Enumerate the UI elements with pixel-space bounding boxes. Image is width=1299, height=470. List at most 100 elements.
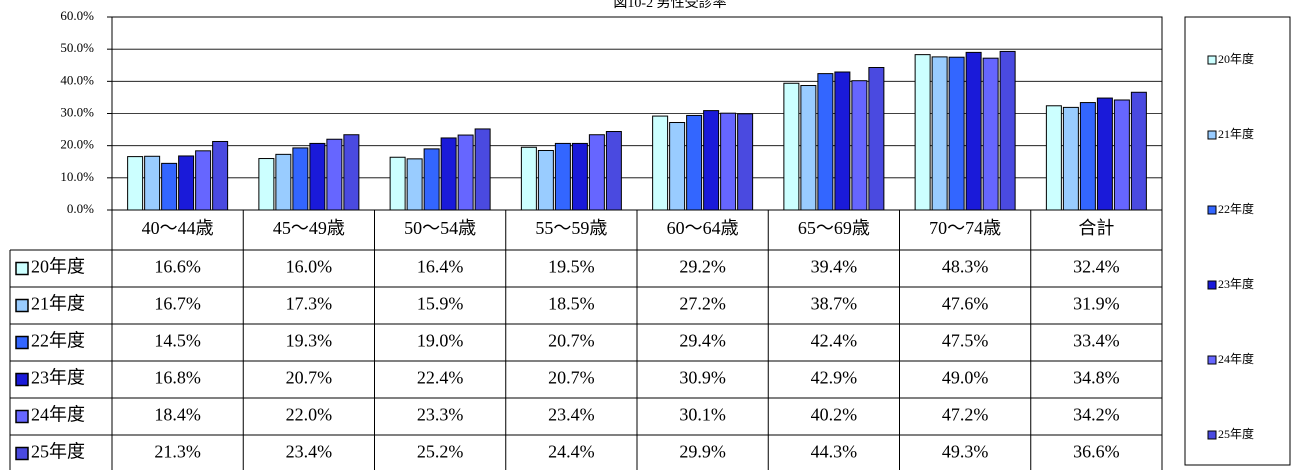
table-value: 25.2% bbox=[417, 442, 464, 462]
row-label: 22年度 bbox=[31, 331, 85, 351]
table-value: 22.0% bbox=[286, 405, 333, 425]
bar bbox=[686, 114, 703, 211]
y-tick-label: 20.0% bbox=[60, 137, 94, 152]
table-value: 47.5% bbox=[942, 331, 989, 351]
table-value: 33.4% bbox=[1073, 331, 1120, 351]
row-key bbox=[15, 446, 29, 461]
table-value: 31.9% bbox=[1073, 294, 1120, 314]
bar bbox=[389, 156, 406, 211]
legend-label: 23年度 bbox=[1218, 276, 1254, 291]
bar bbox=[195, 150, 212, 211]
bar bbox=[537, 149, 554, 211]
table-value: 42.9% bbox=[811, 368, 858, 388]
bar bbox=[1096, 97, 1113, 211]
bar bbox=[406, 158, 423, 211]
table-value: 29.4% bbox=[679, 331, 726, 351]
table-value: 48.3% bbox=[942, 257, 989, 277]
table-value: 21.3% bbox=[154, 442, 201, 462]
row-key bbox=[15, 372, 29, 387]
table-value: 23.4% bbox=[286, 442, 333, 462]
y-tick-label: 10.0% bbox=[60, 169, 94, 184]
bar bbox=[292, 147, 309, 211]
y-tick-label: 0.0% bbox=[67, 201, 94, 216]
table-value: 19.5% bbox=[548, 257, 595, 277]
bar bbox=[520, 146, 537, 211]
bar bbox=[309, 142, 326, 211]
row-key bbox=[15, 298, 29, 313]
bar bbox=[554, 142, 571, 211]
table-value: 47.6% bbox=[942, 294, 989, 314]
bar bbox=[1113, 99, 1130, 211]
table-value: 30.1% bbox=[679, 405, 726, 425]
bar bbox=[1045, 105, 1062, 211]
x-tick-label: 合計 bbox=[1078, 218, 1114, 238]
bar bbox=[948, 56, 965, 211]
table-value: 47.2% bbox=[942, 405, 989, 425]
table-value: 16.8% bbox=[154, 368, 201, 388]
x-tick-label: 60〜64歳 bbox=[667, 218, 739, 238]
table-value: 29.9% bbox=[679, 442, 726, 462]
table-value: 16.4% bbox=[417, 257, 464, 277]
table-value: 38.7% bbox=[811, 294, 858, 314]
table-value: 27.2% bbox=[679, 294, 726, 314]
table-value: 18.5% bbox=[548, 294, 595, 314]
table-value: 16.7% bbox=[154, 294, 201, 314]
bar bbox=[817, 73, 834, 211]
legend-key bbox=[1207, 280, 1217, 290]
y-tick-label: 60.0% bbox=[60, 8, 94, 23]
table-value: 19.3% bbox=[286, 331, 333, 351]
bar bbox=[457, 134, 474, 211]
bar bbox=[851, 80, 868, 211]
row-label: 23年度 bbox=[31, 368, 85, 388]
table-value: 20.7% bbox=[286, 368, 333, 388]
chart-title: 図10-2 男性受診率 bbox=[613, 0, 726, 11]
bar bbox=[800, 85, 817, 211]
x-tick-label: 50〜54歳 bbox=[404, 218, 476, 238]
bar bbox=[965, 51, 982, 211]
bar bbox=[258, 158, 275, 211]
bar bbox=[343, 134, 360, 211]
bar bbox=[588, 134, 605, 211]
bar bbox=[868, 67, 885, 211]
table-value: 29.2% bbox=[679, 257, 726, 277]
x-tick-label: 40〜44歳 bbox=[142, 218, 214, 238]
table-value: 30.9% bbox=[679, 368, 726, 388]
bar bbox=[178, 155, 195, 211]
table-value: 14.5% bbox=[154, 331, 201, 351]
row-label: 21年度 bbox=[31, 294, 85, 314]
table-value: 20.7% bbox=[548, 331, 595, 351]
table-value: 49.0% bbox=[942, 368, 989, 388]
bar bbox=[737, 113, 754, 211]
bar bbox=[1130, 91, 1147, 211]
table-value: 15.9% bbox=[417, 294, 464, 314]
bar bbox=[1079, 102, 1096, 211]
table-value: 23.4% bbox=[548, 405, 595, 425]
bar bbox=[914, 54, 931, 211]
table-value: 23.3% bbox=[417, 405, 464, 425]
bar bbox=[982, 57, 999, 211]
x-tick-label: 55〜59歳 bbox=[535, 218, 607, 238]
row-label: 20年度 bbox=[31, 257, 85, 277]
bar bbox=[1062, 106, 1079, 211]
legend-key bbox=[1207, 55, 1217, 65]
bar bbox=[212, 140, 229, 211]
bar bbox=[474, 128, 491, 211]
bar bbox=[703, 110, 720, 211]
row-label: 25年度 bbox=[31, 442, 85, 462]
bar bbox=[161, 162, 178, 211]
bar bbox=[783, 82, 800, 211]
table-value: 39.4% bbox=[811, 257, 858, 277]
row-key bbox=[15, 409, 29, 424]
table-value: 34.8% bbox=[1073, 368, 1120, 388]
x-tick-label: 65〜69歳 bbox=[798, 218, 870, 238]
y-tick-label: 50.0% bbox=[60, 40, 94, 55]
row-key bbox=[15, 335, 29, 350]
bar bbox=[275, 153, 292, 211]
table-value: 22.4% bbox=[417, 368, 464, 388]
x-tick-label: 45〜49歳 bbox=[273, 218, 345, 238]
legend-label: 22年度 bbox=[1218, 201, 1254, 216]
y-tick-label: 40.0% bbox=[60, 72, 94, 87]
x-tick-label: 70〜74歳 bbox=[929, 218, 1001, 238]
table-value: 42.4% bbox=[811, 331, 858, 351]
